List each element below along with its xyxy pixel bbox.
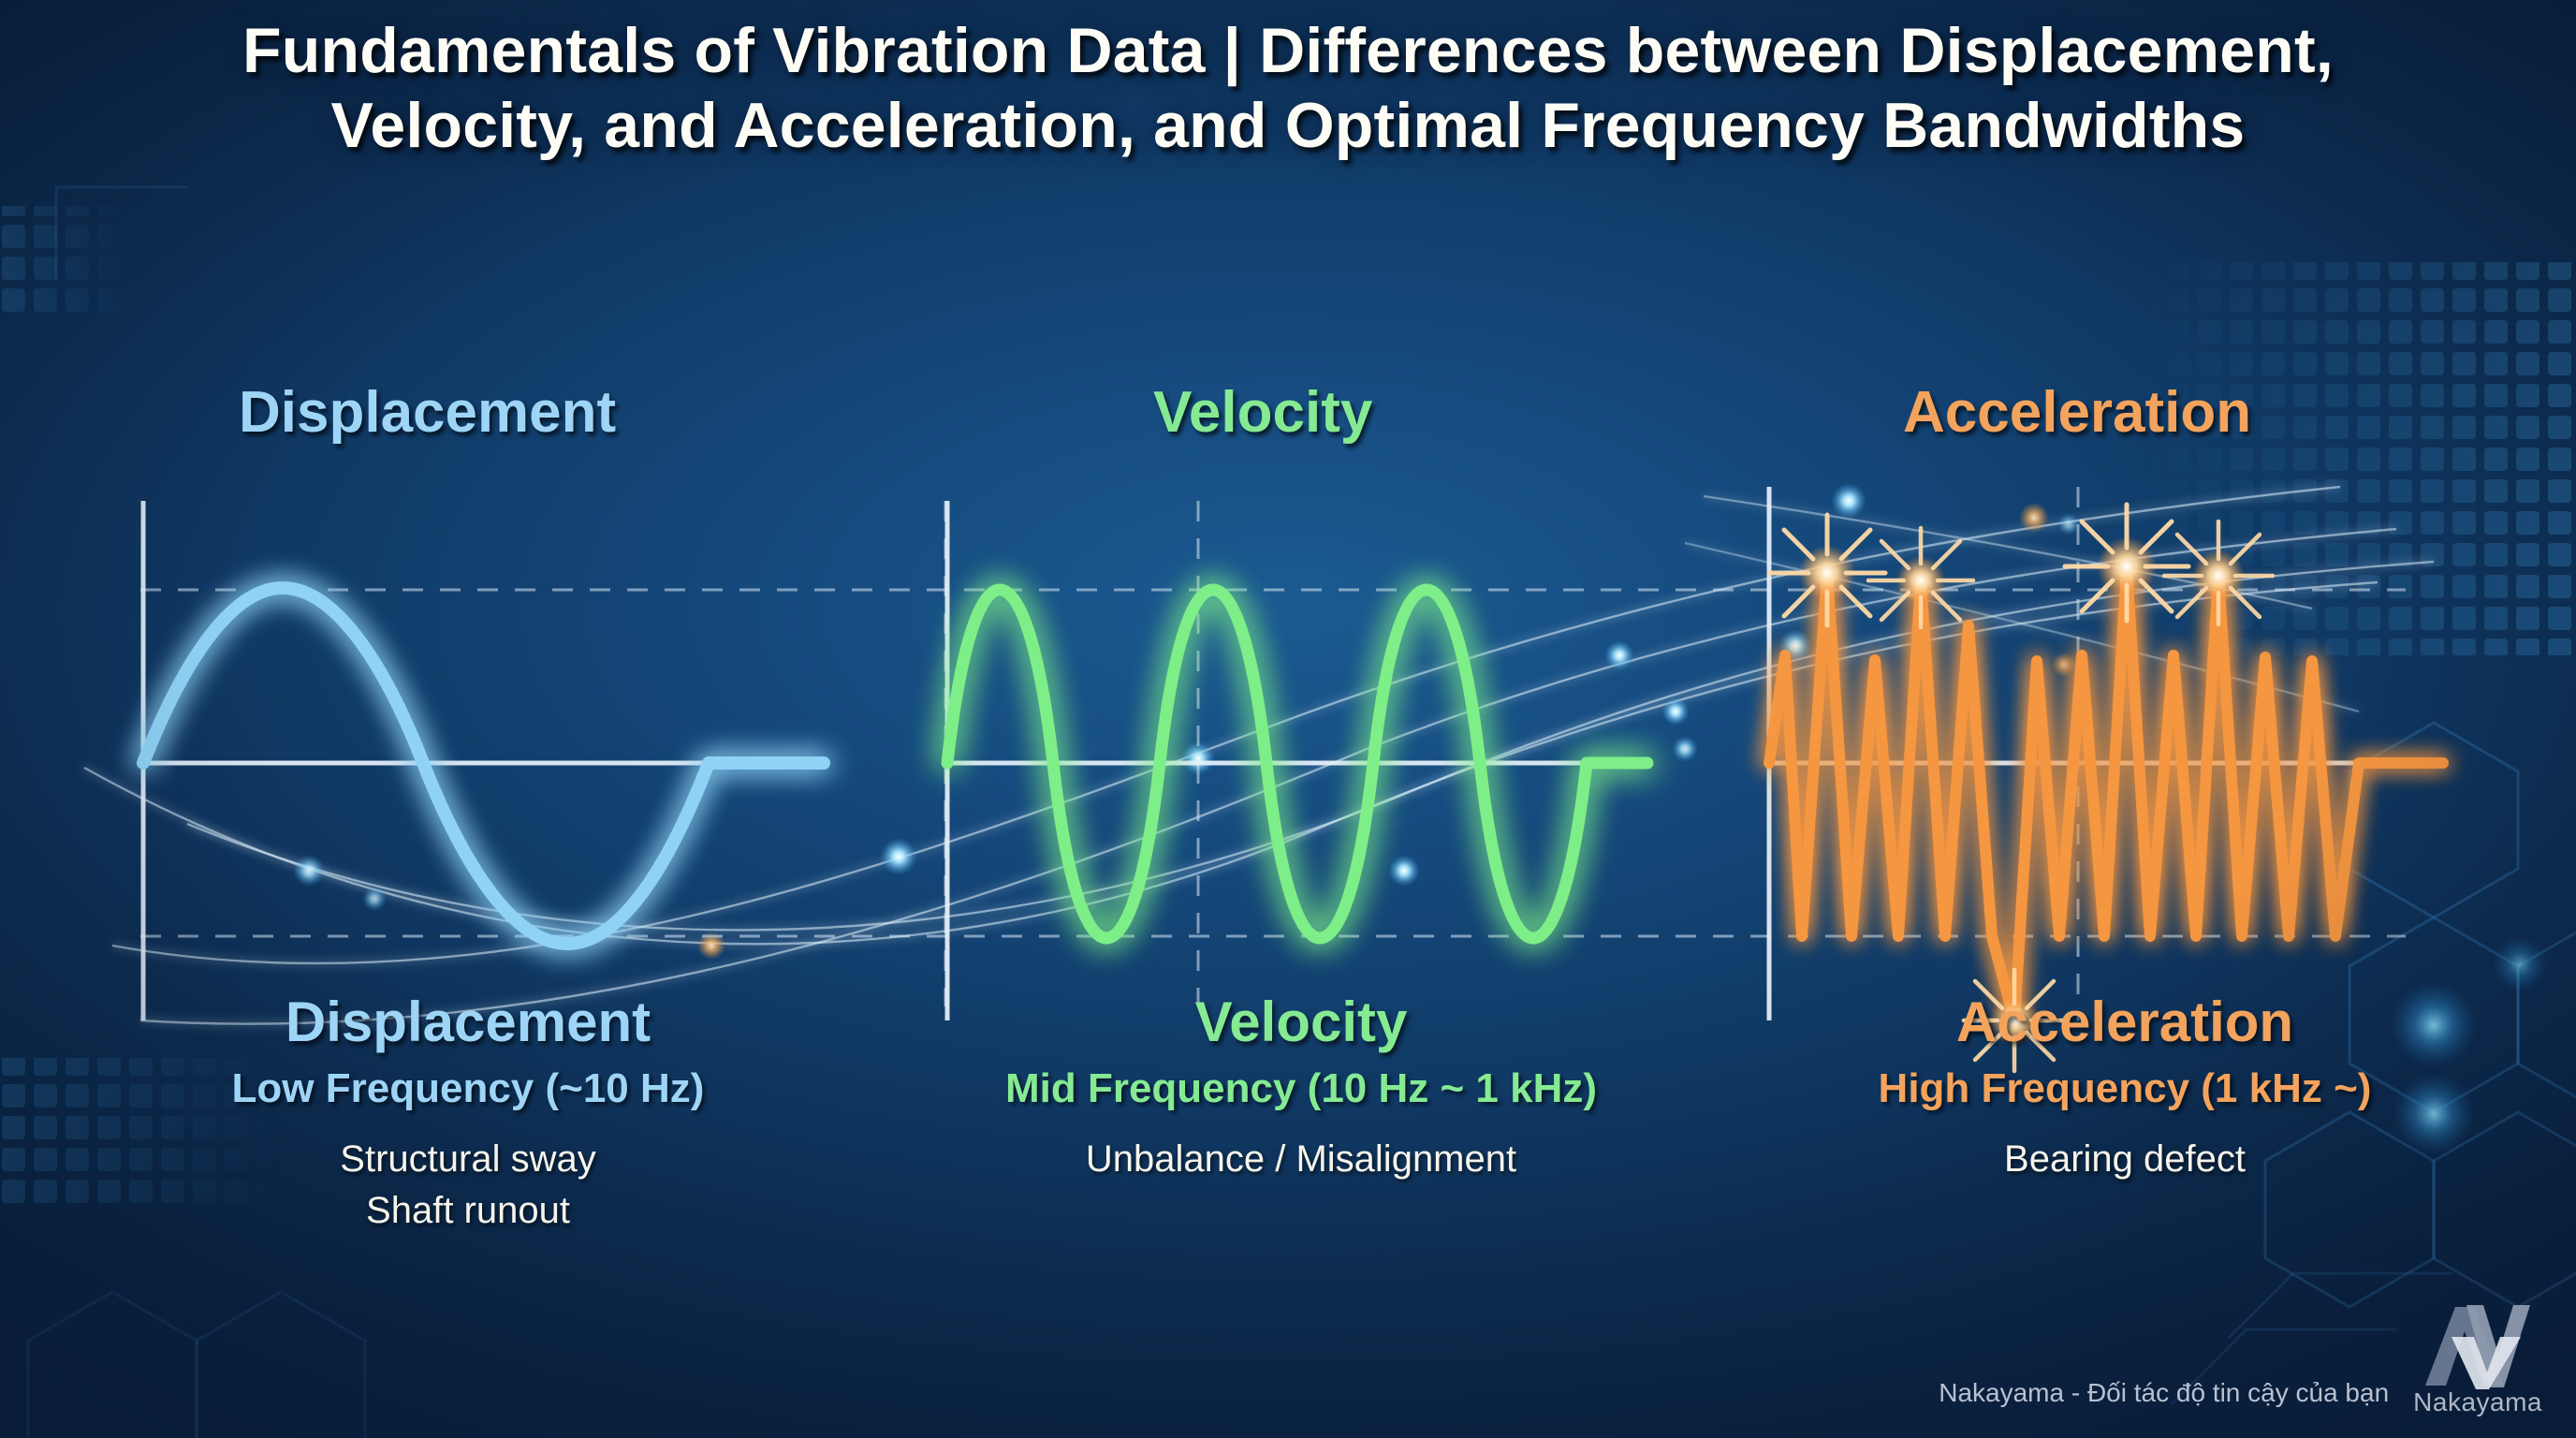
hexagon-node-glows [2391, 936, 2548, 1155]
caption-frequency-velocity: Mid Frequency (10 Hz ~ 1 kHz) [1004, 1065, 1598, 1111]
caption-block-displacement: Displacement Low Frequency (~10 Hz) Stru… [94, 992, 842, 1234]
flow-particle-dots [293, 483, 2080, 960]
caption-desc-displacement-2: Shaft runout [366, 1189, 570, 1231]
title-line-2: Velocity, and Acceleration, and Optimal … [330, 90, 2246, 162]
caption-desc-velocity-1: Unbalance / Misalignment [1085, 1138, 1517, 1181]
caption-title-velocity: Velocity [1194, 990, 1408, 1053]
square-grid-top-left [0, 206, 131, 318]
caption-block-acceleration: Acceleration High Frequency (1 kHz ~) Be… [1760, 992, 2490, 1183]
column-heading-acceleration: Acceleration [1903, 380, 2252, 445]
nakayama-logo-text: Nakayama [2413, 1387, 2542, 1416]
column-heading-displacement: Displacement [239, 380, 617, 445]
caption-block-velocity: Velocity Mid Frequency (10 Hz ~ 1 kHz) U… [894, 992, 1708, 1183]
square-grid-bottom-left [0, 1058, 281, 1208]
waveform-displacement [137, 581, 830, 950]
nakayama-logo: Nakayama [2413, 1299, 2542, 1417]
footer-tagline: Nakayama - Đối tác độ tin cậy của bạn [1939, 1378, 2390, 1407]
caption-frequency-displacement: Low Frequency (~10 Hz) [231, 1065, 705, 1111]
caption-desc-acceleration-1: Bearing defect [2004, 1138, 2246, 1181]
title-line-1: Fundamentals of Vibration Data | Differe… [242, 15, 2334, 86]
flow-curves [83, 485, 2435, 1025]
column-heading-velocity: Velocity [1153, 380, 1373, 445]
footer: Nakayama - Đối tác độ tin cậy của bạn Na… [1939, 1299, 2542, 1417]
caption-frequency-acceleration: High Frequency (1 kHz ~) [1878, 1065, 2372, 1111]
page-title: Fundamentals of Vibration Data | Differe… [0, 13, 2576, 163]
circuit-lines [54, 185, 2452, 1406]
nakayama-logo-icon [2425, 1305, 2531, 1389]
spark-burst-markers [1766, 502, 2276, 1074]
waveform-acceleration [1764, 561, 2449, 1026]
caption-title-displacement: Displacement [285, 990, 651, 1053]
hexagon-pattern-bottom-left [26, 1290, 367, 1438]
caption-desc-displacement-1: Structural sway [340, 1138, 596, 1181]
caption-title-acceleration: Acceleration [1955, 990, 2294, 1053]
waveform-velocity [941, 583, 1654, 945]
